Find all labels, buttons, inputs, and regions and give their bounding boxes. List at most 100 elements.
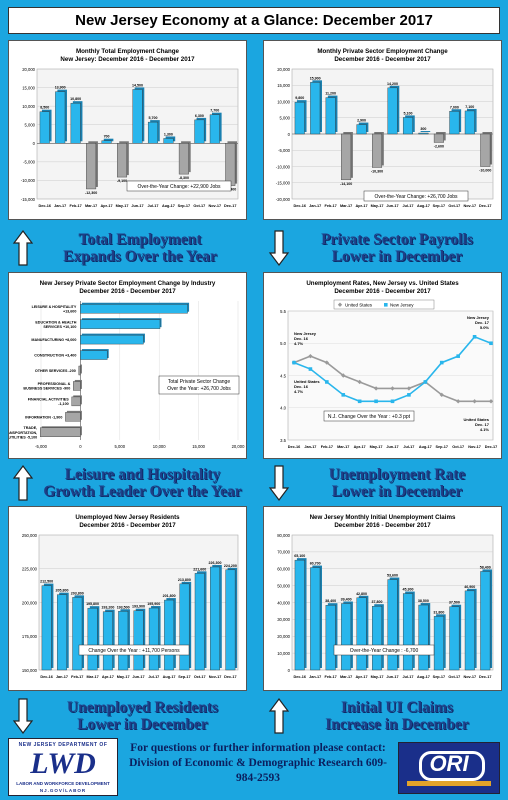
data-point: [324, 360, 330, 365]
data-label: 212,500: [40, 580, 53, 584]
bar: [118, 611, 129, 671]
bar: [325, 604, 336, 671]
bar: [117, 143, 128, 178]
bar: [163, 138, 174, 144]
legend-label: New Jersey: [390, 303, 414, 308]
x-tick-label: Apr-17: [354, 445, 366, 449]
bar: [86, 143, 97, 190]
x-tick-label: Mar-17: [85, 204, 97, 208]
bar: [39, 111, 50, 144]
x-tick-label: Jan-17: [56, 675, 68, 679]
data-label: 42,800: [356, 592, 367, 596]
x-tick-label: Jul-17: [402, 675, 413, 679]
x-tick-label: Dec-17: [224, 204, 236, 208]
data-label: 11,200: [325, 92, 336, 96]
callout-us-end: 4.1%: [480, 427, 490, 432]
bar: [41, 585, 52, 671]
page-header: New Jersey Economy at a Glance: December…: [8, 7, 500, 34]
category-label: -1,100: [58, 402, 68, 406]
data-point: [357, 399, 362, 404]
bar: [325, 97, 336, 135]
callout-us-end: Dec. 17: [475, 422, 490, 427]
data-label: 37,800: [372, 600, 383, 604]
category-label: PROFESSIONAL &: [38, 382, 71, 386]
bar: [164, 599, 175, 671]
down-arrow-icon: [268, 230, 290, 266]
category-label: FINANCIAL ACTIVITIES: [28, 398, 70, 402]
bar: [294, 559, 305, 671]
y-tick-label: 30,000: [277, 617, 290, 622]
data-point: [439, 392, 444, 398]
x-tick-label: Dec-16: [40, 675, 52, 679]
x-tick-label: Sep-17: [178, 675, 190, 679]
industry-chart: New Jersey Private Sector Employment Cha…: [9, 280, 245, 449]
legend-label: United States: [345, 303, 373, 308]
data-label: 65,100: [294, 554, 305, 558]
data-label: 38,400: [325, 599, 336, 603]
bar: [147, 121, 158, 144]
callout-nj-start: 4.7%: [294, 341, 304, 346]
bar: [418, 132, 429, 135]
data-label: 7,100: [465, 105, 474, 109]
y-tick-label: 20,000: [277, 67, 290, 72]
annotation-box: [363, 190, 469, 202]
data-label: 1,300: [164, 132, 173, 136]
bar: [480, 133, 491, 167]
bar: [433, 616, 444, 671]
annotation-text: N.J. Change Over the Year : +0.3 ppt: [328, 414, 411, 420]
industry-panel: New Jersey Private Sector Employment Cha…: [8, 272, 247, 459]
x-tick-label: Feb-17: [325, 204, 337, 208]
x-tick-label: May-17: [371, 675, 384, 679]
bar: [464, 590, 475, 671]
x-tick-label: May-17: [370, 445, 383, 449]
callout-nj-end: Dec. 17: [475, 320, 490, 325]
y-tick-label: 60,000: [277, 567, 290, 572]
bar: [57, 594, 67, 671]
bar: [71, 396, 81, 407]
x-tick-label: 0: [79, 444, 82, 449]
chart-subtitle: December 2016 - December 2017: [334, 288, 431, 295]
y-tick-label: 10,000: [277, 651, 290, 656]
data-point: [488, 399, 494, 404]
y-tick-label: 15,000: [22, 85, 35, 90]
y-tick-label: 175,000: [22, 634, 38, 639]
private-sector-panel: Monthly Private Sector Employment Change…: [263, 40, 502, 220]
bar: [480, 571, 491, 671]
data-label: 58,400: [480, 565, 491, 569]
y-tick-label: -20,000: [276, 197, 291, 202]
x-tick-label: Dec-17: [479, 204, 491, 208]
data-point: [373, 386, 379, 391]
bar: [372, 606, 383, 671]
x-tick-label: Feb-17: [325, 675, 337, 679]
unemployed-residents-chart: Unemployed New Jersey ResidentsDecember …: [22, 514, 239, 679]
bar: [132, 89, 143, 144]
y-tick-label: 4.0: [280, 406, 286, 411]
y-tick-label: -15,000: [21, 197, 36, 202]
bar: [102, 611, 113, 671]
data-label: 221,600: [193, 567, 206, 571]
data-label: 53,600: [387, 574, 398, 578]
chart-title: Monthly Total Employment Change: [76, 48, 180, 55]
up-arrow-icon: [12, 465, 34, 501]
data-point: [456, 354, 460, 358]
category-label: UTILITIES -5,100: [9, 435, 37, 439]
bar: [194, 119, 205, 144]
annotation-box: [323, 410, 415, 422]
bar: [40, 427, 81, 437]
data-label: 5,700: [148, 116, 157, 120]
annotation-text: Change Over the Year : +11,700 Persons: [88, 648, 180, 654]
unemployment-rate-panel: Unemployment Rates, New Jersey vs. Unite…: [263, 272, 502, 459]
data-label: 10,800: [70, 97, 81, 101]
data-label: 9,800: [295, 96, 304, 100]
x-tick-label: Dec-17: [479, 675, 491, 679]
y-tick-label: 50,000: [277, 583, 290, 588]
x-tick-label: Mar-17: [86, 675, 98, 679]
callout-nj-end: New Jersey: [467, 315, 490, 320]
x-tick-label: Sep-17: [178, 204, 190, 208]
x-tick-label: Jun-17: [386, 204, 398, 208]
y-tick-label: 4.5: [280, 373, 286, 378]
page-title: New Jersey Economy at a Glance: December…: [75, 12, 433, 29]
x-tick-label: Sep-17: [433, 204, 445, 208]
y-tick-label: 15,000: [277, 83, 290, 88]
